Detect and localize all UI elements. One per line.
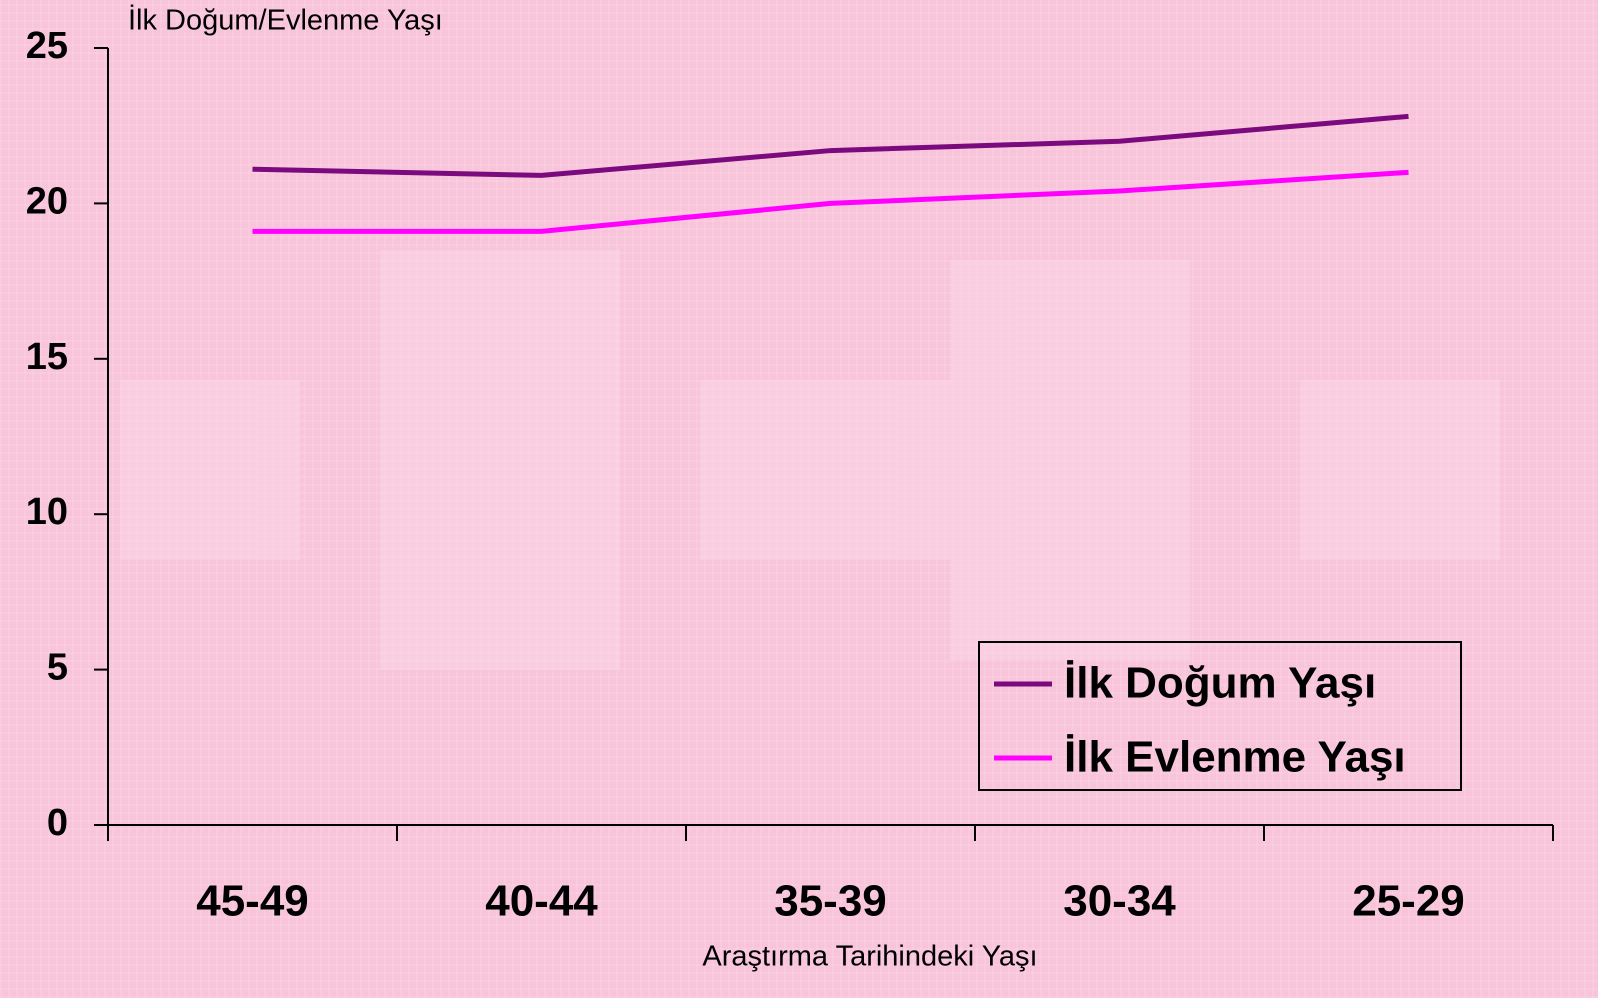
legend-label: İlk Evlenme Yaşı xyxy=(1064,733,1406,782)
x-tick-label: 25-29 xyxy=(1352,877,1465,926)
x-tick-label: 35-39 xyxy=(774,877,887,926)
series-line xyxy=(253,116,1409,175)
x-tick-label: 40-44 xyxy=(485,877,598,926)
y-tick-label: 0 xyxy=(47,802,68,844)
page: İlk Doğum/Evlenme Yaşı Araştırma Tarihin… xyxy=(0,0,1598,998)
legend-label: İlk Doğum Yaşı xyxy=(1064,659,1376,708)
x-tick-label: 30-34 xyxy=(1063,877,1176,926)
chart: İlk Doğum/Evlenme Yaşı Araştırma Tarihin… xyxy=(0,0,1598,998)
y-tick-label: 20 xyxy=(26,180,68,222)
series-line xyxy=(253,172,1409,231)
legend: İlk Doğum Yaşı İlk Evlenme Yaşı xyxy=(979,642,1461,790)
y-tick-label: 25 xyxy=(26,25,68,67)
x-tick-label: 45-49 xyxy=(196,877,309,926)
y-tick-label: 15 xyxy=(26,336,68,378)
y-tick-label: 10 xyxy=(26,491,68,533)
decoration xyxy=(120,250,1500,670)
x-axis-title: Araştırma Tarihindeki Yaşı xyxy=(702,941,1037,973)
y-axis-title: İlk Doğum/Evlenme Yaşı xyxy=(128,4,443,37)
y-tick-label: 5 xyxy=(47,647,68,689)
